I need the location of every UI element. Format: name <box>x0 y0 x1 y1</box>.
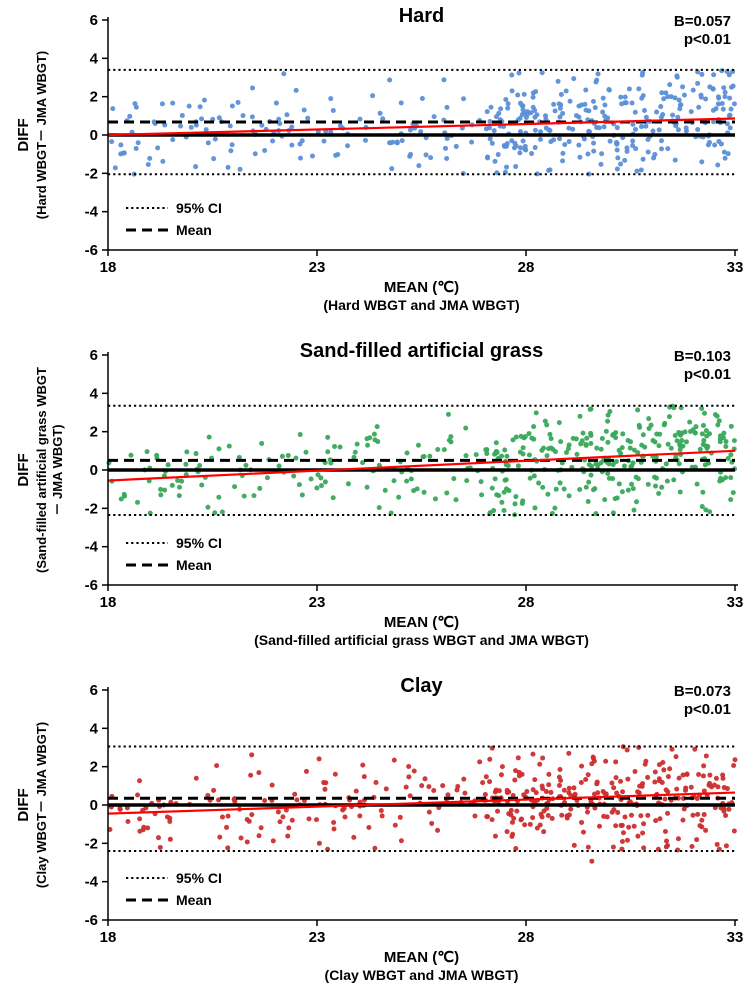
stat-B: B=0.073 <box>674 683 731 700</box>
stat-p: p<0.01 <box>684 701 731 718</box>
y-tick-label: -6 <box>85 912 98 929</box>
x-axis-sublabel: (Hard WBGT and JMA WBGT) <box>323 297 519 313</box>
x-tick-label: 33 <box>727 929 744 946</box>
legend-mean-label: Mean <box>176 892 212 908</box>
x-tick-label: 23 <box>309 594 326 611</box>
y-tick-label: -6 <box>85 242 98 259</box>
y-tick-label: -4 <box>85 874 99 891</box>
x-tick-label: 18 <box>100 259 117 276</box>
x-tick-label: 28 <box>518 929 535 946</box>
x-tick-label: 28 <box>518 594 535 611</box>
x-axis-label: MEAN (℃) <box>384 614 459 631</box>
y-tick-label: 4 <box>90 720 99 737</box>
y-tick-label: 0 <box>90 127 98 144</box>
bland-altman-panel-sand: 18 23 28 33 -6 -4 -2 0 2 4 6 Sand-filled artificial… <box>0 335 751 655</box>
y-axis-label: DIFF <box>15 118 32 151</box>
y-tick-label: -4 <box>85 204 99 221</box>
stat-B: B=0.057 <box>674 13 731 30</box>
x-tick-label: 18 <box>100 594 117 611</box>
x-axis-label: MEAN (℃) <box>384 279 459 296</box>
y-axis-sublabel: － JMA WBGT) <box>50 424 65 515</box>
y-tick-label: 2 <box>90 759 98 776</box>
legend-mean-label: Mean <box>176 557 212 573</box>
x-tick-label: 28 <box>518 259 535 276</box>
y-tick-label: 0 <box>90 462 98 479</box>
panel-title: Hard <box>399 5 445 27</box>
x-tick-label: 23 <box>309 259 326 276</box>
x-tick-label: 23 <box>309 929 326 946</box>
panel-sand: 18 23 28 33 -6 -4 -2 0 2 4 6 Sand-filled artificial… <box>0 335 751 655</box>
bland-altman-panel-clay: 18 23 28 33 -6 -4 -2 0 2 4 6 Clay B=0.073p<0.01 MEAN … <box>0 670 751 990</box>
legend-ci-label: 95% CI <box>176 200 222 216</box>
y-tick-label: 0 <box>90 797 98 814</box>
x-axis-sublabel: (Clay WBGT and JMA WBGT) <box>325 967 519 983</box>
panel-clay: 18 23 28 33 -6 -4 -2 0 2 4 6 Clay B=0.073p<0.01 MEAN … <box>0 670 751 990</box>
legend-ci-label: 95% CI <box>176 535 222 551</box>
y-tick-label: 4 <box>90 50 99 67</box>
y-axis-sublabel: (Clay WBGT－ JMA WBGT) <box>34 722 49 888</box>
y-tick-label: 2 <box>90 89 98 106</box>
x-tick-label: 18 <box>100 929 117 946</box>
y-tick-label: 4 <box>90 385 99 402</box>
stat-p: p<0.01 <box>684 366 731 383</box>
y-tick-label: -2 <box>85 165 98 182</box>
panel-title: Sand-filled artificial grass <box>300 340 543 362</box>
legend-mean-label: Mean <box>176 222 212 238</box>
panel-hard: 18 23 28 33 -6 -4 -2 0 2 4 6 Hard B=0.057p<0.01 MEAN … <box>0 0 751 320</box>
figure-container: 18232833-6-4-20246HardB=0.057p<0.01MEAN … <box>0 0 751 1003</box>
x-tick-label: 33 <box>727 259 744 276</box>
stat-B: B=0.103 <box>674 348 731 365</box>
regression-line <box>108 793 735 814</box>
y-axis-label: DIFF <box>15 453 32 486</box>
y-tick-label: 6 <box>90 12 98 29</box>
y-tick-label: 6 <box>90 347 98 364</box>
bland-altman-panel-hard: 18 23 28 33 -6 -4 -2 0 2 4 6 Hard B=0.057p<0.01 MEAN … <box>0 0 751 320</box>
stat-p: p<0.01 <box>684 31 731 48</box>
x-axis-sublabel: (Sand-filled artificial grass WBGT and J… <box>254 632 589 648</box>
y-tick-label: 6 <box>90 682 98 699</box>
y-axis-sublabel: (Sand-filled artificial grass WBGT <box>34 367 49 573</box>
y-tick-label: -2 <box>85 500 98 517</box>
x-tick-label: 33 <box>727 594 744 611</box>
y-tick-label: -6 <box>85 577 98 594</box>
panel-title: Clay <box>400 675 443 697</box>
y-tick-label: -2 <box>85 835 98 852</box>
y-axis-sublabel: (Hard WBGT－ JMA WBGT) <box>34 51 49 220</box>
legend-ci-label: 95% CI <box>176 870 222 886</box>
y-tick-label: 2 <box>90 424 98 441</box>
y-axis-label: DIFF <box>15 788 32 821</box>
x-axis-label: MEAN (℃) <box>384 949 459 966</box>
y-tick-label: -4 <box>85 539 99 556</box>
